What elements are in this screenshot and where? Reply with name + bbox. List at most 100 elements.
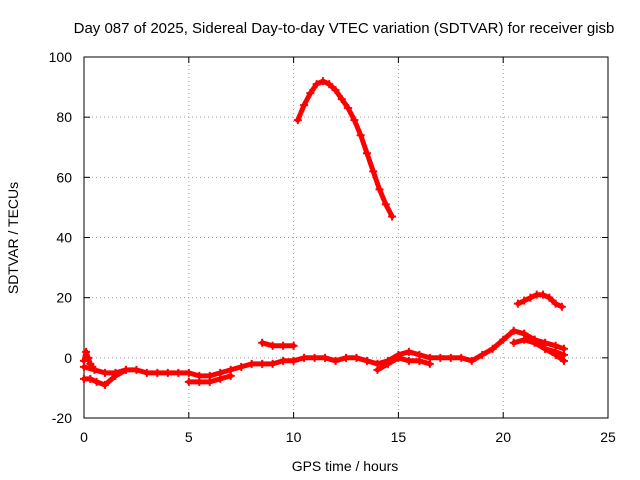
x-tick-label: 10 xyxy=(286,429,302,445)
data-point xyxy=(344,104,353,113)
data-point xyxy=(184,368,193,377)
data-point xyxy=(551,350,560,359)
y-tick-label: -20 xyxy=(52,410,72,426)
data-point xyxy=(559,356,568,365)
data-point xyxy=(247,359,256,368)
data-point xyxy=(195,377,204,386)
data-point xyxy=(80,356,88,365)
data-point xyxy=(132,365,141,374)
data-point xyxy=(84,353,93,362)
data-point xyxy=(388,212,397,221)
series-spike-0 xyxy=(80,347,97,371)
data-point xyxy=(289,341,298,350)
data-point xyxy=(362,149,371,158)
data-point xyxy=(325,80,334,89)
data-point xyxy=(310,353,319,362)
data-point xyxy=(205,377,214,386)
series-lower-band-c xyxy=(184,371,235,386)
x-tick-label: 15 xyxy=(391,429,407,445)
data-point xyxy=(394,353,403,362)
data-point xyxy=(488,344,497,353)
series-line xyxy=(259,340,297,349)
data-point xyxy=(258,338,267,347)
data-point xyxy=(545,293,554,302)
y-tick-label: 80 xyxy=(56,109,72,125)
x-tick-label: 5 xyxy=(185,429,193,445)
data-point xyxy=(111,371,120,380)
data-point xyxy=(142,368,151,377)
data-point xyxy=(457,353,466,362)
data-point xyxy=(381,200,390,209)
data-point xyxy=(551,299,560,308)
grid-lines xyxy=(84,57,608,418)
data-point xyxy=(446,353,455,362)
data-point xyxy=(369,167,378,176)
data-point xyxy=(526,293,535,302)
data-point xyxy=(163,368,172,377)
data-point xyxy=(289,356,298,365)
data-point xyxy=(184,377,193,386)
data-point xyxy=(383,359,392,368)
data-series xyxy=(80,77,568,389)
data-point xyxy=(342,353,350,362)
data-point xyxy=(356,131,365,140)
x-tick-label: 20 xyxy=(495,429,511,445)
data-point xyxy=(499,335,508,344)
data-point xyxy=(425,359,434,368)
data-point xyxy=(373,365,382,374)
data-point xyxy=(268,341,277,350)
data-point xyxy=(300,353,309,362)
axis-ticks: 0 5 10 15 20 25 -20 0 20 40 60 80 100 xyxy=(49,49,616,445)
data-point xyxy=(306,89,315,98)
y-tick-label: 40 xyxy=(56,230,72,246)
series-lower-band-a xyxy=(80,326,568,380)
data-point xyxy=(82,347,91,356)
data-point xyxy=(153,368,162,377)
series-segment-21-23h xyxy=(513,290,566,311)
data-point xyxy=(404,356,413,365)
data-point xyxy=(539,290,548,299)
data-point xyxy=(100,380,109,389)
data-point xyxy=(174,368,183,377)
data-point xyxy=(337,95,346,104)
data-point xyxy=(350,116,359,125)
data-point xyxy=(258,359,267,368)
x-axis-label: GPS time / hours xyxy=(292,458,399,474)
y-tick-label: 20 xyxy=(56,290,72,306)
data-point xyxy=(293,116,302,125)
data-point xyxy=(268,359,277,368)
data-point xyxy=(331,86,340,95)
series-lower-band-b xyxy=(80,365,130,389)
data-point xyxy=(557,302,566,311)
data-point xyxy=(509,338,518,347)
y-tick-label: 100 xyxy=(49,49,73,65)
series-segment-8h xyxy=(258,338,298,350)
y-tick-label: 60 xyxy=(56,169,72,185)
series-line xyxy=(81,328,567,379)
y-axis-label: SDTVAR / TECUs xyxy=(5,182,21,294)
chart-title: Day 087 of 2025, Sidereal Day-to-day VTE… xyxy=(74,20,615,37)
data-point xyxy=(467,356,476,365)
data-point xyxy=(88,362,97,371)
data-point xyxy=(318,77,327,86)
data-point xyxy=(362,356,371,365)
data-point xyxy=(509,326,518,335)
series-lower-band-d xyxy=(373,353,434,374)
plot-frame xyxy=(83,56,609,419)
x-tick-label: 0 xyxy=(80,429,88,445)
y-tick-label: 0 xyxy=(64,350,72,366)
data-point xyxy=(216,374,225,383)
data-point xyxy=(520,296,529,305)
data-point xyxy=(541,344,550,353)
data-point xyxy=(279,341,288,350)
data-point xyxy=(352,353,361,362)
data-point xyxy=(415,356,424,365)
data-point xyxy=(321,353,330,362)
data-point xyxy=(513,299,522,308)
data-point xyxy=(279,356,288,365)
data-point xyxy=(300,101,309,110)
data-point xyxy=(530,335,539,344)
data-point xyxy=(520,329,529,338)
data-point xyxy=(375,185,384,194)
